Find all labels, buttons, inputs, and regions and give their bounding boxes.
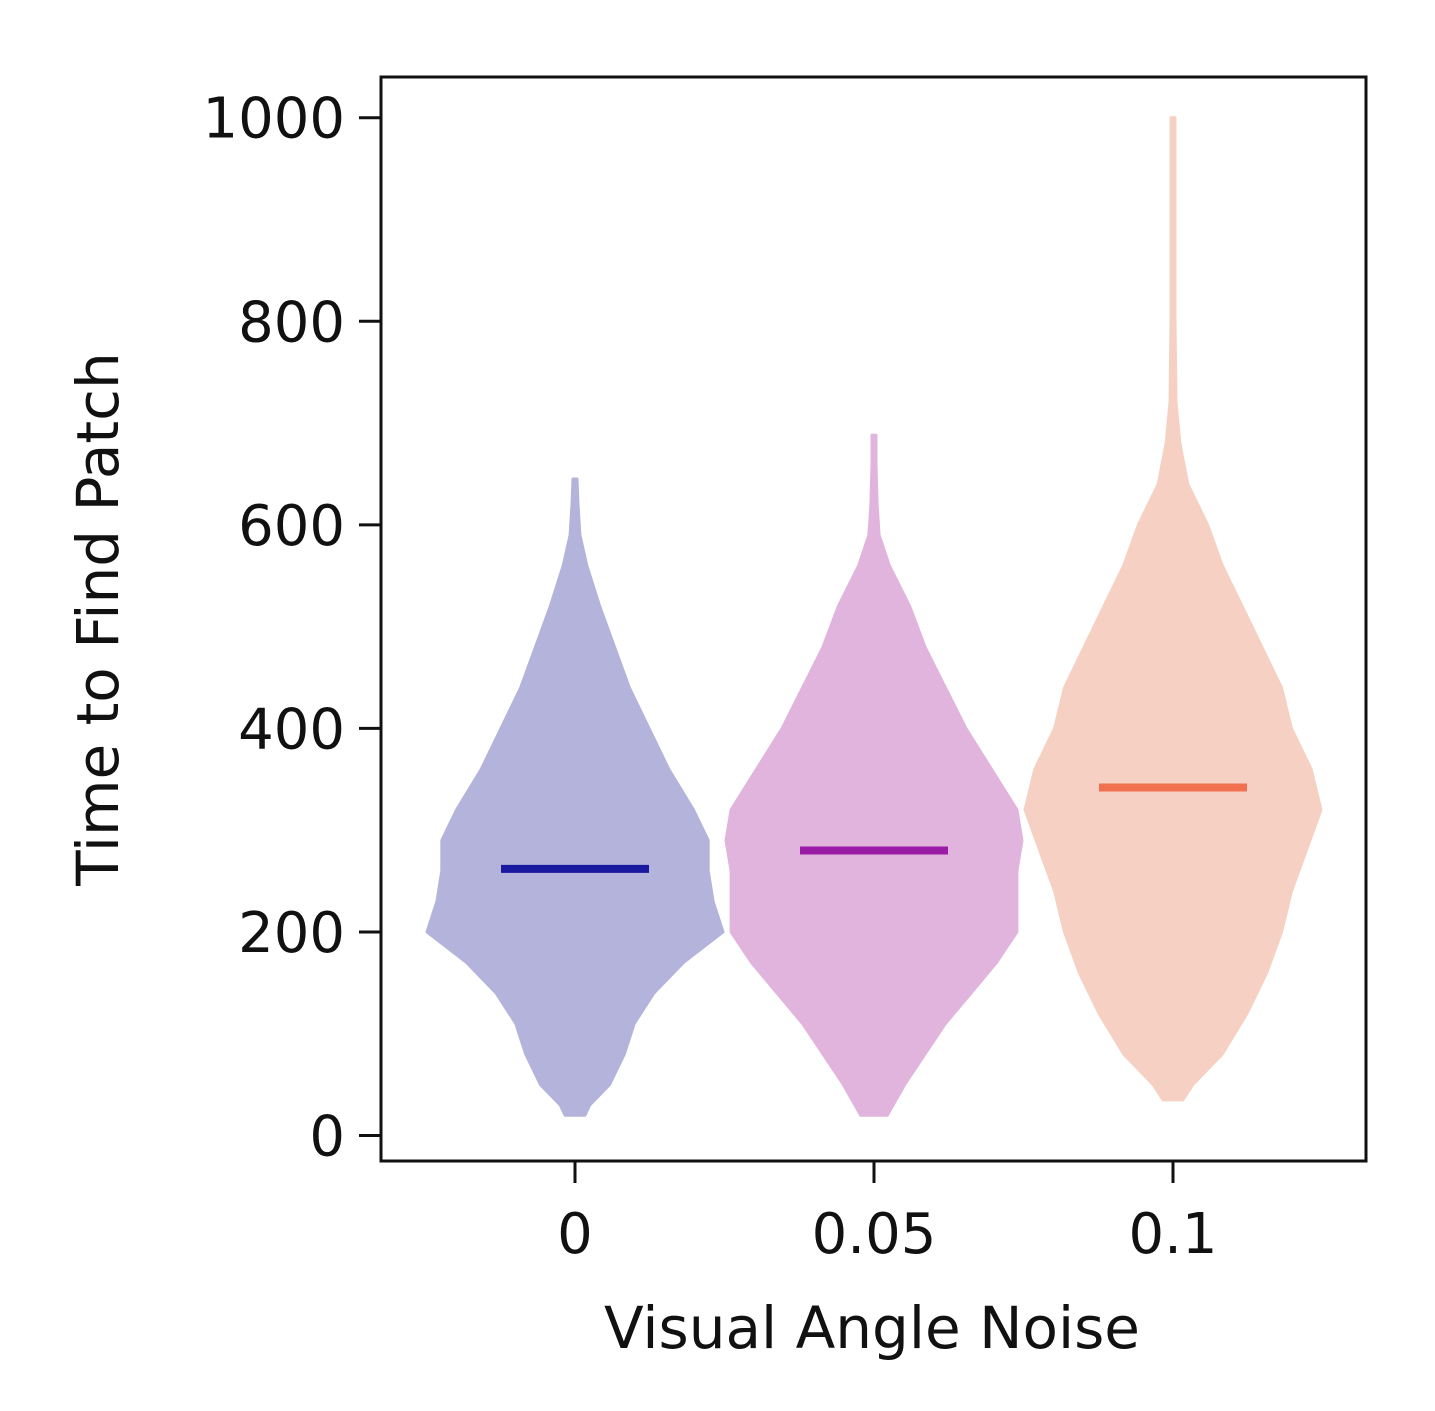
x-tick-label: 0.1 <box>1128 1202 1217 1267</box>
x-tick-label: 0.05 <box>812 1202 937 1267</box>
y-tick-label: 200 <box>238 901 345 966</box>
y-tick-label: 1000 <box>202 87 345 152</box>
y-axis-label: Time to Find Patch <box>64 352 132 887</box>
y-tick-label: 400 <box>238 697 345 762</box>
violin-body-0.05 <box>724 433 1024 1117</box>
y-tick-label: 800 <box>238 290 345 355</box>
x-tick-label: 0 <box>557 1202 593 1267</box>
violin-layer <box>425 116 1323 1117</box>
y-tick-label: 0 <box>309 1105 345 1170</box>
violin-body-0 <box>425 477 725 1117</box>
y-axis: 0 200 400 600 800 1000 <box>202 87 381 1170</box>
violin-body-0.1 <box>1023 116 1323 1102</box>
x-axis: 0 0.05 0.1 <box>557 1161 1218 1267</box>
y-tick-label: 600 <box>238 494 345 559</box>
mean-line-layer <box>501 783 1247 873</box>
x-axis-label: Visual Angle Noise <box>604 1294 1140 1362</box>
